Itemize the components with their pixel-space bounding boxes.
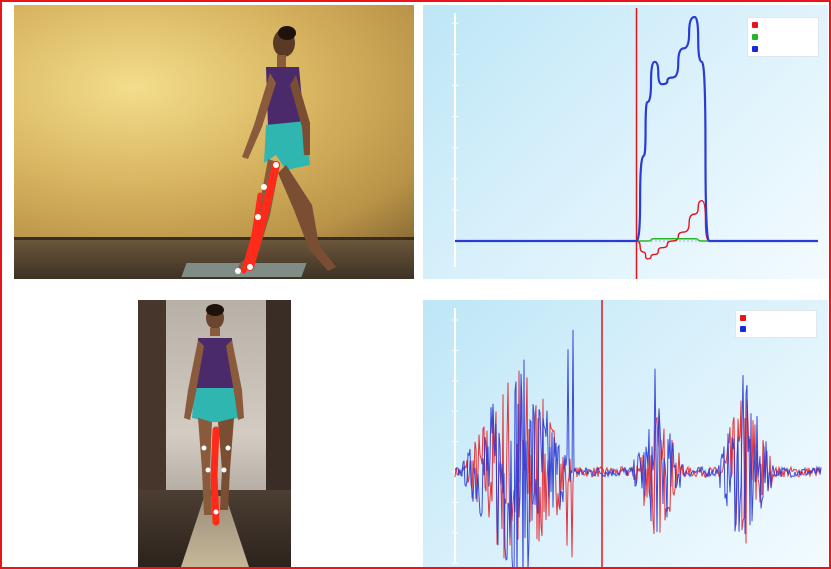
signal-line-1 — [454, 329, 822, 567]
legend-swatch-blue — [752, 46, 758, 52]
chart-legend — [747, 17, 819, 57]
baseboard — [14, 237, 414, 241]
force-plot-svg — [452, 8, 818, 279]
legend-swatch-red — [752, 22, 758, 28]
legend-swatch-green — [752, 34, 758, 40]
walker-figure-side — [235, 26, 336, 274]
force-plot-chart[interactable] — [423, 5, 828, 279]
series-line-2 — [455, 15, 818, 243]
walker-figure-front — [184, 304, 244, 526]
legend-swatch-red — [740, 315, 746, 321]
legend-swatch-blue — [740, 326, 746, 332]
background-wall — [14, 5, 414, 240]
emg-signal-svg — [452, 300, 822, 567]
side-view-video[interactable] — [14, 5, 414, 279]
chart-legend-bottom — [735, 310, 817, 338]
emg-signal-chart[interactable] — [423, 300, 828, 567]
front-view-video[interactable] — [138, 300, 291, 567]
